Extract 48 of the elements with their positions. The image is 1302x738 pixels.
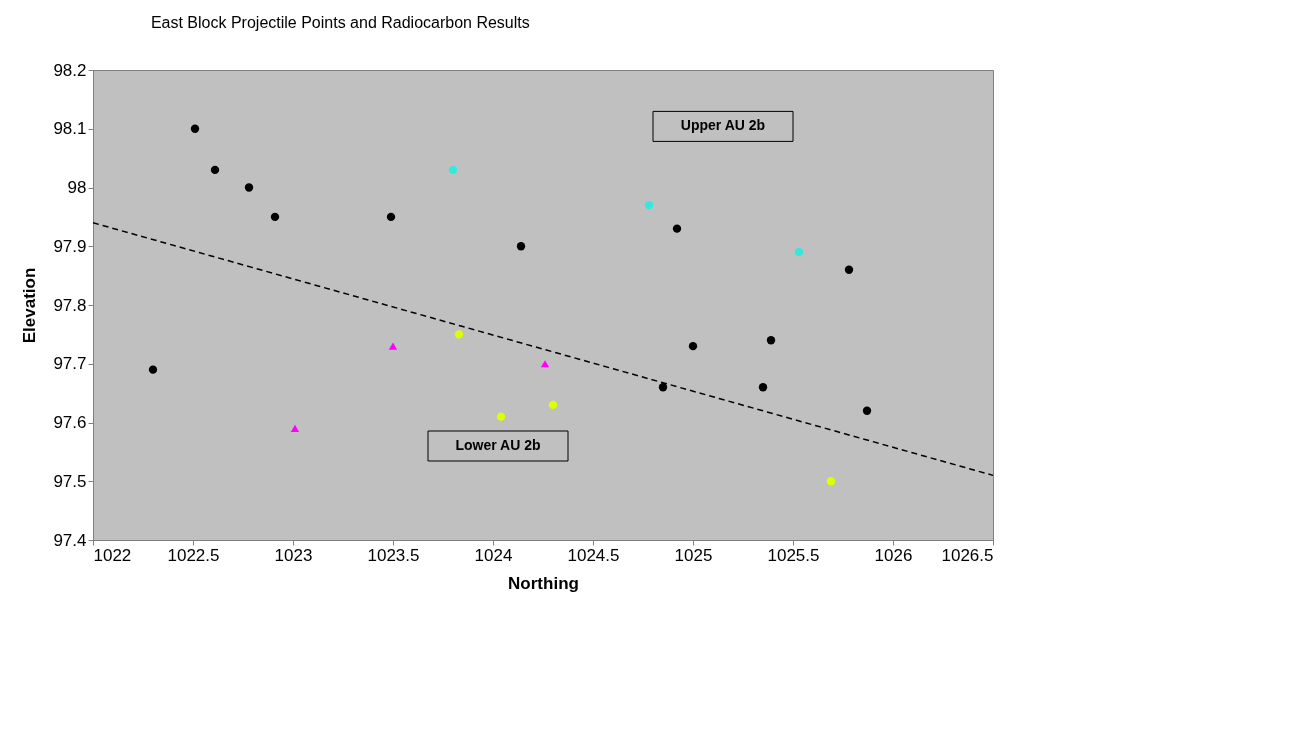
point xyxy=(548,400,558,410)
x-tick-label: 1024 xyxy=(474,545,513,565)
point xyxy=(448,165,458,175)
y-tick-label: 98.2 xyxy=(53,60,87,80)
x-axis-title: Northing xyxy=(508,573,579,593)
point xyxy=(516,242,526,251)
point xyxy=(210,165,220,175)
point xyxy=(758,383,768,392)
annotation: Lower AU 2b xyxy=(455,437,541,453)
y-axis-title: Elevation xyxy=(20,267,40,344)
point xyxy=(190,124,200,133)
y-tick-label: 98 xyxy=(67,178,87,197)
x-tick-label: 1026 xyxy=(874,545,913,565)
x-tick-label: 1022.5 xyxy=(167,545,220,565)
y-tick-label: 97.4 xyxy=(53,530,87,550)
y-tick-label: 97.9 xyxy=(53,236,87,256)
point xyxy=(826,477,836,486)
x-tick-label: 1022 xyxy=(93,545,132,565)
point xyxy=(688,341,698,351)
point xyxy=(244,183,254,192)
x-tick-label: 1025.5 xyxy=(767,545,820,565)
annotation: Upper AU 2b xyxy=(680,117,766,134)
point xyxy=(148,365,158,374)
y-tick-label: 97.7 xyxy=(53,354,87,374)
point xyxy=(388,342,398,350)
x-tick-label: 1024.5 xyxy=(567,545,620,565)
point xyxy=(540,360,550,368)
x-tick-label: 1025 xyxy=(674,545,713,565)
point xyxy=(672,224,682,233)
point xyxy=(658,383,668,392)
point xyxy=(644,200,654,210)
point xyxy=(794,247,804,257)
chart-title: East Block Projectile Points and Radiocarbon Results xyxy=(150,14,530,31)
point xyxy=(862,406,872,415)
x-tick-label: 1026.5 xyxy=(941,545,994,565)
point xyxy=(766,336,776,345)
point xyxy=(270,212,280,222)
point xyxy=(386,212,396,222)
point xyxy=(454,330,464,339)
y-tick-label: 97.5 xyxy=(53,471,87,491)
y-tick-label: 98.1 xyxy=(53,119,87,139)
point xyxy=(496,412,506,421)
point xyxy=(290,424,300,432)
point xyxy=(844,265,854,274)
x-tick-label: 1023 xyxy=(274,545,313,565)
y-tick-label: 97.8 xyxy=(53,295,87,315)
x-tick-label: 1023.5 xyxy=(367,545,420,565)
y-tick-label: 97.6 xyxy=(53,413,87,432)
